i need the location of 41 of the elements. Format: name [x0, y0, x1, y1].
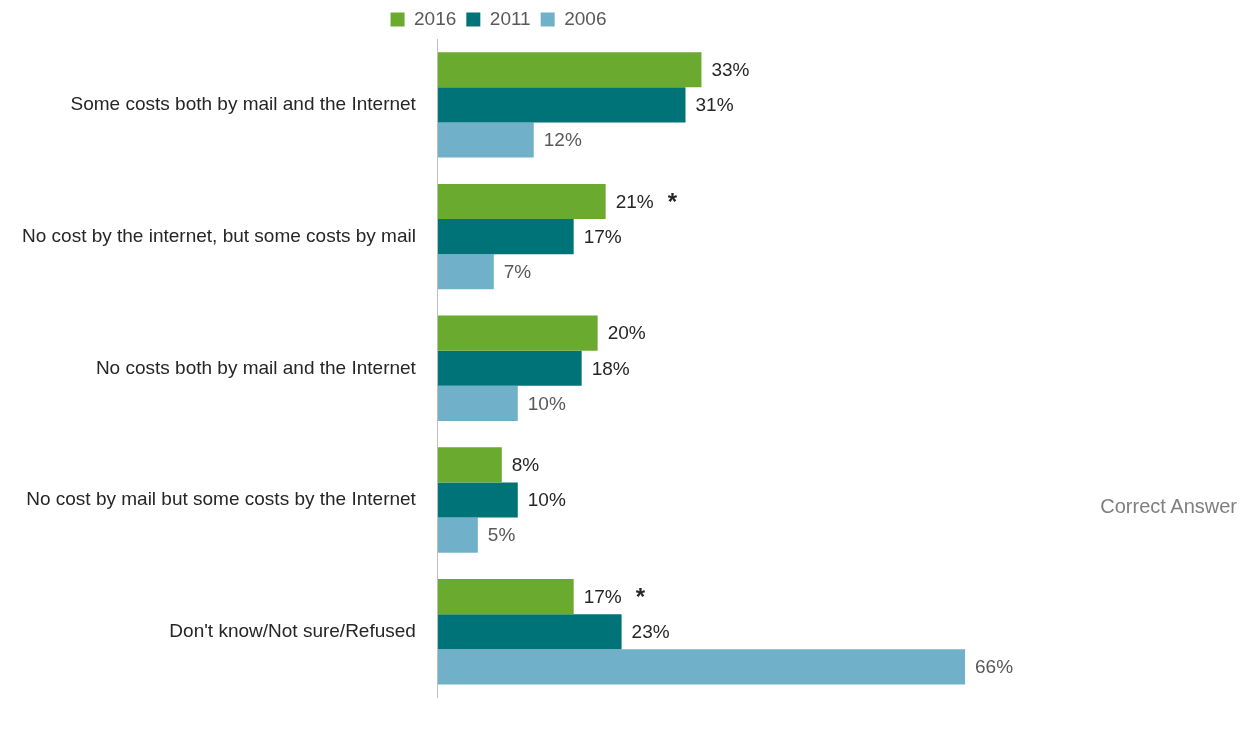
legend-label: 2016	[414, 7, 457, 29]
data-label: 23%	[631, 620, 670, 642]
y-tick-label: No costs both by mail and the Internet	[95, 356, 417, 378]
data-label: 7%	[503, 260, 532, 282]
data-label: 17%	[583, 585, 622, 607]
bar	[437, 52, 702, 88]
data-label: 33%	[711, 58, 750, 80]
data-label: 66%	[975, 656, 1014, 678]
bar	[437, 350, 582, 386]
bar	[437, 385, 518, 421]
data-label: 5%	[487, 524, 516, 546]
y-tick-label: Some costs both by mail and the Internet	[70, 93, 417, 115]
legend-label: 2011	[489, 7, 531, 29]
annotation: *	[667, 188, 678, 216]
bar	[437, 219, 574, 255]
bar	[437, 579, 574, 615]
bar	[437, 614, 622, 650]
bar	[437, 87, 686, 123]
text: Correct Answer	[1100, 494, 1238, 517]
data-label: 21%	[615, 190, 654, 212]
bar	[437, 183, 606, 220]
legend-label: 2006	[564, 7, 607, 29]
y-tick-label: No cost by the internet, but some costs by mail	[21, 224, 416, 246]
data-label: 20%	[607, 322, 646, 344]
data-label: 8%	[511, 454, 540, 476]
bar	[437, 315, 598, 351]
y-tick-label: Don't know/Not sure/Refused	[169, 619, 416, 641]
data-label: 12%	[543, 129, 582, 151]
bar	[437, 122, 534, 158]
data-label: 10%	[527, 392, 566, 414]
annotation: *	[635, 583, 646, 611]
data-label: 17%	[583, 225, 622, 247]
data-label: 18%	[591, 357, 630, 379]
bar	[437, 254, 494, 290]
bar	[437, 517, 478, 553]
bar	[437, 447, 502, 483]
bar	[437, 482, 518, 518]
bar	[437, 649, 966, 685]
y-tick-label: No cost by mail but some costs by the Internet	[26, 488, 417, 510]
data-label: 31%	[695, 94, 734, 116]
data-label: 10%	[527, 489, 566, 511]
